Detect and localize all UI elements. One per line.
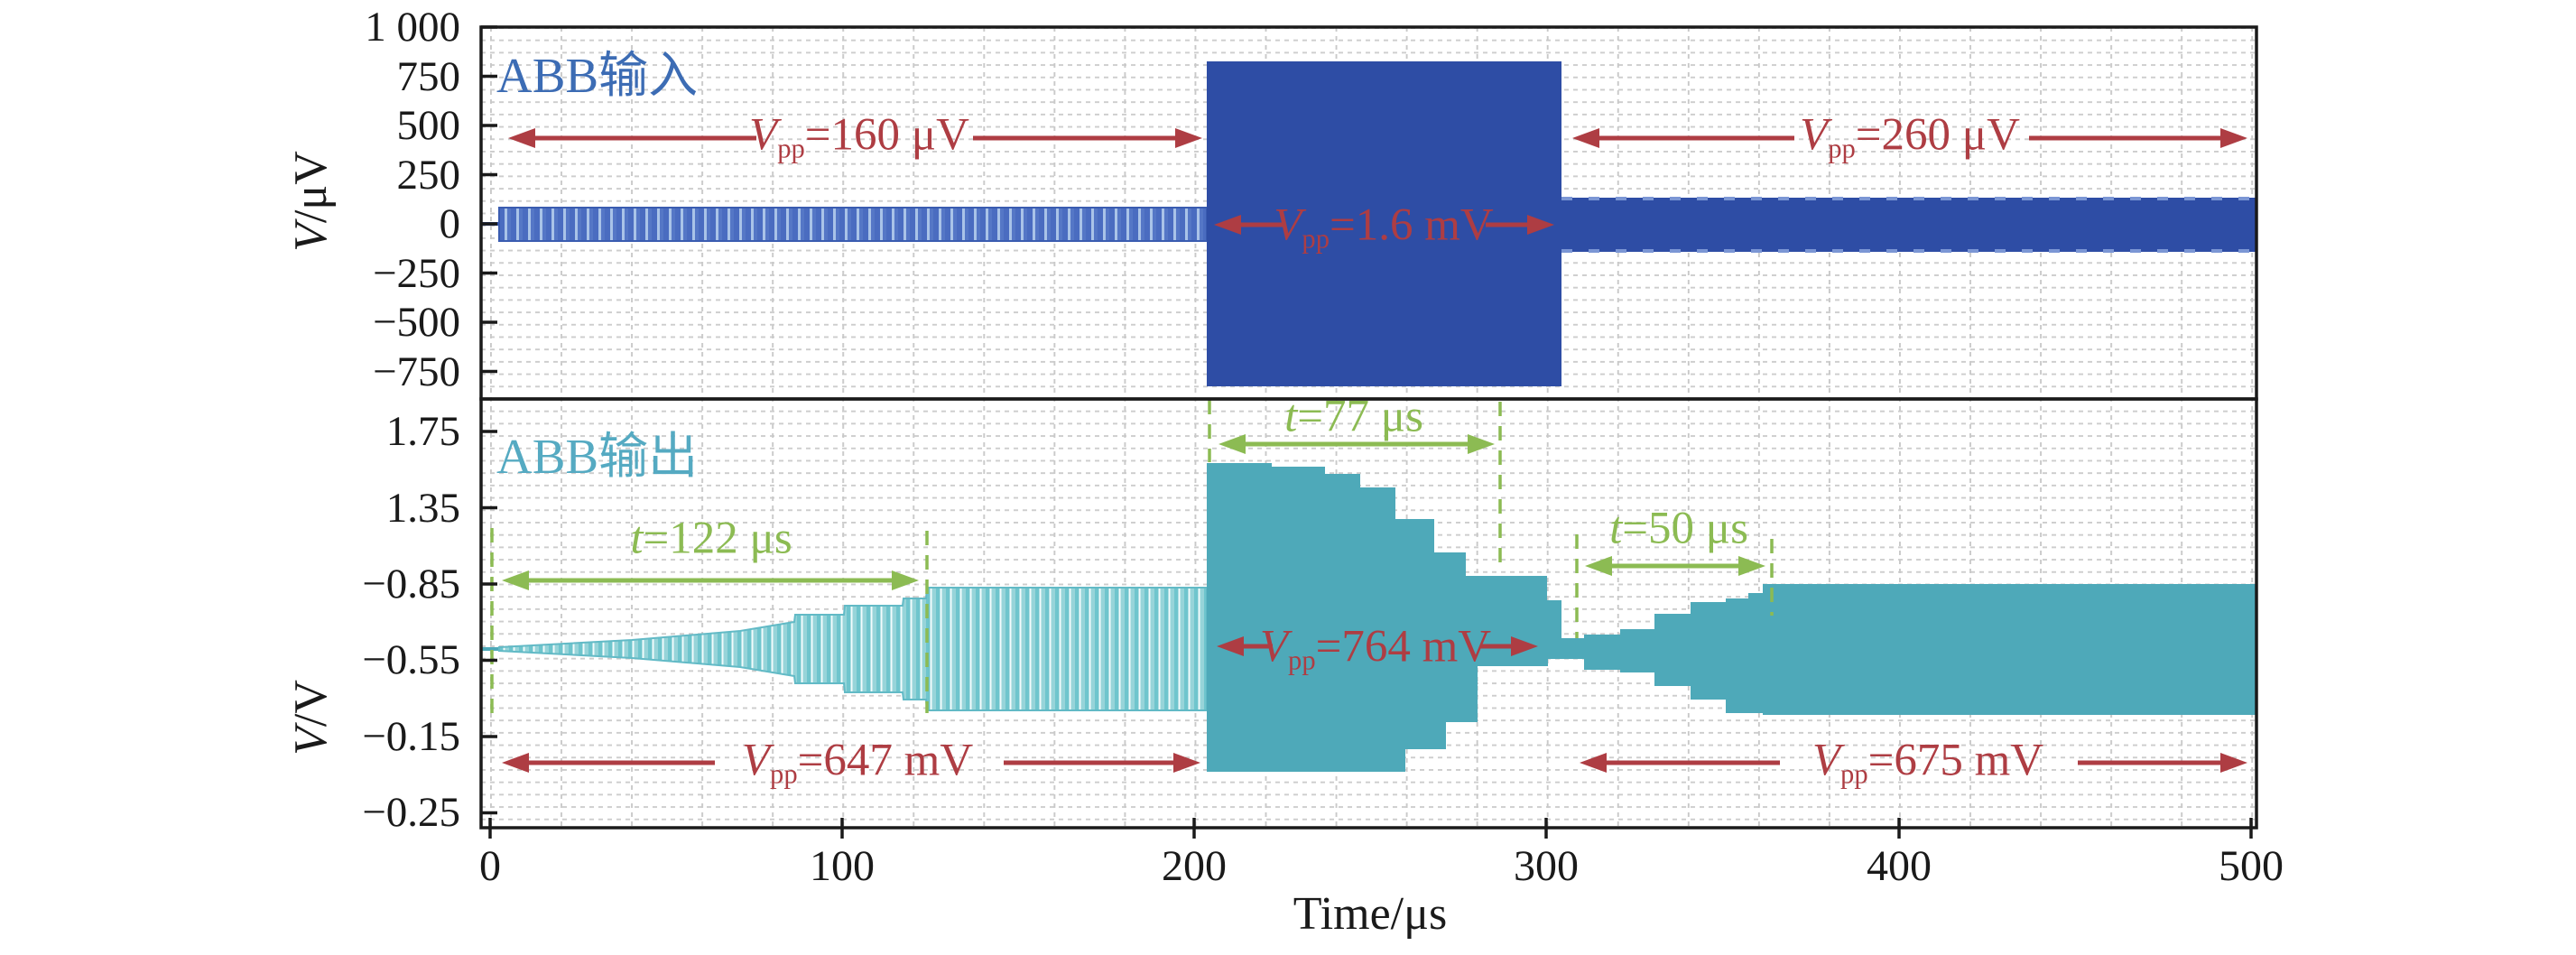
vpp-260-symbol: V (1800, 109, 1829, 161)
t-50-symbol: t (1609, 503, 1623, 554)
xtick-200: 200 (1162, 842, 1227, 890)
ytick-bot-m055: −0.55 (362, 636, 460, 683)
y-axis-top-unit: /μV (285, 151, 337, 224)
ytick-top-m500: −500 (372, 299, 460, 346)
vpp-1p6mv-subscript: pp (1302, 223, 1330, 255)
y-axis-bottom-unit: /V (285, 680, 337, 728)
y-axis-title-top: V/μV (285, 151, 337, 252)
vpp-764-label: Vpp=764 mV (1259, 621, 1492, 674)
vpp-160-label: Vpp=160 μV (749, 109, 969, 162)
ytick-bot-m085: −0.85 (362, 561, 460, 607)
t-77-value: =77 μs (1297, 391, 1423, 442)
settling-annotations (490, 400, 1774, 718)
ytick-top-250: 250 (396, 152, 461, 199)
ytick-bot-175: 1.75 (385, 408, 460, 455)
legend-abb-output: ABB输出 (496, 429, 699, 484)
t-122-label: t=122 μs (630, 513, 792, 564)
vpp-675-subscript: pp (1840, 758, 1868, 790)
y-axis-bottom-symbol: V (285, 727, 337, 756)
t-50-value: =50 μs (1622, 503, 1748, 554)
ytick-top-500: 500 (396, 102, 461, 149)
output-waveform (481, 463, 2256, 772)
vpp-764-subscript: pp (1288, 644, 1316, 676)
ytick-bot-m025: −0.25 (362, 789, 460, 836)
vpp-647-label: Vpp=647 mV (741, 735, 974, 788)
xtick-100: 100 (810, 842, 875, 890)
axes (479, 25, 2258, 839)
vpp-647-value: =647 mV (797, 735, 974, 786)
vpp-675-symbol: V (1812, 735, 1841, 786)
vpp-260-subscript: pp (1828, 133, 1856, 164)
ytick-bot-135: 1.35 (385, 485, 460, 532)
y-axis-title-bottom: V/V (285, 680, 337, 756)
vpp-160-symbol: V (749, 109, 778, 161)
xtick-0: 0 (479, 842, 501, 890)
xtick-400: 400 (1867, 842, 1932, 890)
vpp-160-subscript: pp (777, 133, 805, 164)
ytick-bot-m015: −0.15 (362, 713, 460, 760)
vpp-1p6mv-symbol: V (1274, 199, 1302, 251)
output-block-and-steady (1207, 463, 2256, 772)
vpp-annotations (502, 128, 2247, 773)
x-axis-title: Time/μs (1293, 888, 1448, 940)
vpp-675-value: =675 mV (1867, 735, 2044, 786)
y-axis-top-symbol: V (285, 223, 337, 252)
vpp-764-symbol: V (1259, 621, 1289, 672)
xtick-500: 500 (2219, 842, 2284, 890)
input-medium-band (1561, 198, 2256, 252)
xtick-300: 300 (1514, 842, 1579, 890)
ytick-top-m750: −750 (372, 348, 460, 395)
t-122-value: =122 μs (643, 513, 792, 564)
ytick-top-0: 0 (439, 200, 461, 247)
input-small-band (498, 207, 1208, 242)
t-77-label: t=77 μs (1284, 394, 1423, 440)
legend-abb-input: ABB输入 (496, 48, 699, 103)
vpp-160-value: =160 μV (804, 109, 969, 161)
vpp-1p6mv-label: Vpp=1.6 mV (1274, 199, 1494, 253)
t-50-label: t=50 μs (1609, 503, 1748, 554)
vpp-675-label: Vpp=675 mV (1812, 735, 2044, 788)
ytick-top-750: 750 (396, 53, 461, 100)
ytick-top-1000: 1 000 (365, 4, 460, 51)
vpp-260-label: Vpp=260 μV (1800, 109, 2020, 162)
vpp-764-value: =764 mV (1315, 621, 1492, 672)
vpp-1p6mv-value: =1.6 mV (1329, 199, 1494, 251)
vpp-260-value: =260 μV (1855, 109, 2020, 161)
t-77-symbol: t (1284, 391, 1298, 442)
vpp-647-symbol: V (741, 735, 771, 786)
ytick-top-m250: −250 (372, 250, 460, 297)
vpp-647-subscript: pp (770, 758, 798, 790)
t-122-symbol: t (630, 513, 644, 564)
